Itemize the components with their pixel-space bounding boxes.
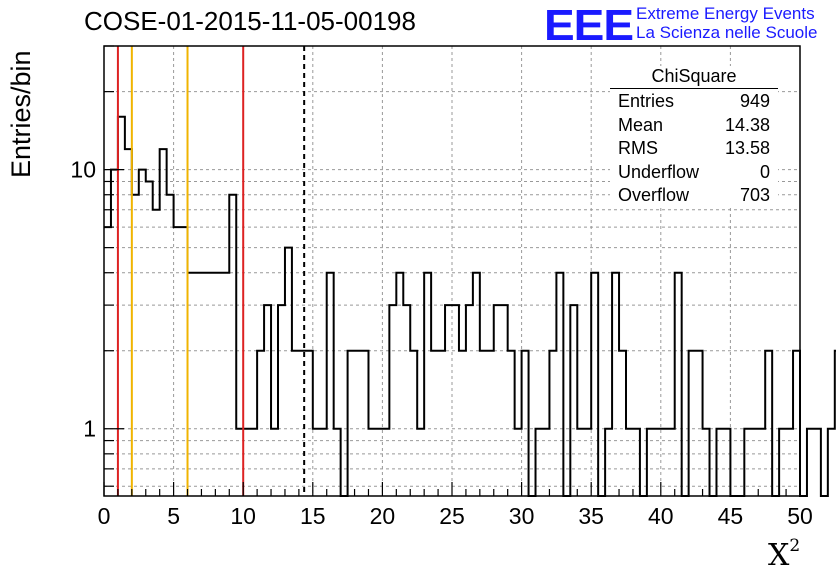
stats-row: RMS 13.58 [610, 137, 778, 161]
x-axis-label-sup: 2 [789, 536, 801, 556]
stats-value: 0 [759, 161, 770, 182]
stats-label: RMS [618, 138, 658, 158]
x-axis-label: X2 [768, 536, 800, 573]
stats-value: 703 [739, 185, 770, 205]
logo-line-2: La Scienza nelle Scuole [636, 23, 818, 42]
x-tick-label: 30 [509, 503, 535, 529]
stats-row: Underflow 0 [610, 161, 778, 185]
x-tick-label: 40 [648, 503, 674, 529]
x-tick-label: 35 [578, 503, 604, 529]
x-tick-label: 45 [718, 503, 744, 529]
x-tick-label: 20 [370, 503, 396, 529]
stats-row: Mean 14.38 [610, 114, 778, 138]
y-axis-label: Entries/bin [6, 50, 36, 178]
stats-value: 14.38 [724, 114, 770, 135]
x-tick-label: 15 [300, 503, 326, 529]
x-tick-label: 10 [230, 503, 256, 529]
stats-row: Overflow 703 [610, 184, 778, 208]
stats-box: ChiSquare Entries 949 Mean 14.38 RMS 13.58 … [610, 66, 778, 208]
x-tick-label: 50 [787, 503, 813, 529]
logo-line-1: Extreme Energy Events [636, 4, 815, 23]
x-tick-label: 0 [98, 503, 111, 529]
stats-label: Entries [618, 91, 675, 111]
stats-title: ChiSquare [610, 66, 778, 89]
stats-row: Entries 949 [610, 90, 778, 114]
x-axis-label-base: X [768, 538, 790, 573]
stats-label: Mean [618, 114, 664, 135]
chart-title: COSE-01-2015-11-05-00198 [84, 6, 416, 36]
x-tick-label: 5 [167, 503, 180, 529]
stats-label: Underflow [618, 161, 700, 182]
y-tick-label: 10 [70, 157, 96, 183]
y-tick-label: 1 [83, 416, 96, 442]
eee-logo: EEE [544, 0, 634, 50]
stats-label: Overflow [618, 185, 690, 205]
stats-value: 949 [739, 91, 770, 111]
stats-value: 13.58 [724, 138, 770, 158]
x-tick-label: 25 [439, 503, 465, 529]
